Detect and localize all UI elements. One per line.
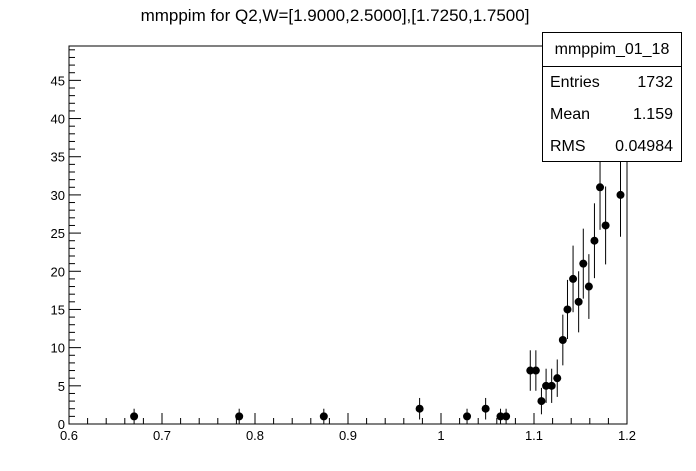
x-tick-label: 0.9 bbox=[339, 428, 357, 443]
data-point bbox=[574, 297, 583, 306]
stats-mean-value: 1.159 bbox=[632, 106, 673, 123]
stats-box: mmppim_01_18 Entries 1732 Mean 1.159 RMS… bbox=[542, 32, 682, 162]
stats-rms-value: 0.04984 bbox=[615, 138, 673, 155]
stats-row-rms: RMS 0.04984 bbox=[543, 131, 681, 163]
data-point bbox=[463, 412, 472, 421]
stats-entries-label: Entries bbox=[550, 74, 600, 91]
y-tick-label: 30 bbox=[51, 188, 65, 203]
x-tick-label: 0.7 bbox=[153, 428, 171, 443]
data-point bbox=[130, 412, 139, 421]
data-point bbox=[319, 412, 328, 421]
y-tick-label: 25 bbox=[51, 226, 65, 241]
data-point bbox=[542, 381, 551, 390]
data-point bbox=[415, 404, 424, 413]
y-tick-label: 5 bbox=[58, 379, 65, 394]
stats-row-entries: Entries 1732 bbox=[543, 67, 681, 99]
stats-histogram-name: mmppim_01_18 bbox=[543, 33, 681, 67]
data-point bbox=[558, 336, 567, 344]
data-point bbox=[526, 366, 535, 375]
data-point bbox=[553, 374, 562, 383]
data-point bbox=[547, 381, 556, 390]
data-point bbox=[616, 190, 625, 199]
x-tick-label: 1 bbox=[437, 428, 444, 443]
stats-rms-label: RMS bbox=[550, 138, 586, 155]
stats-mean-label: Mean bbox=[550, 106, 591, 123]
data-point bbox=[584, 282, 593, 291]
x-tick-label: 1.1 bbox=[525, 428, 543, 443]
x-tick-label: 1.2 bbox=[618, 428, 636, 443]
data-point bbox=[590, 236, 599, 245]
y-tick-label: 40 bbox=[51, 112, 65, 127]
data-point bbox=[537, 397, 546, 406]
data-point bbox=[569, 274, 578, 283]
data-point bbox=[579, 259, 588, 268]
x-tick-label: 0.8 bbox=[246, 428, 264, 443]
data-point bbox=[531, 366, 540, 375]
data-point bbox=[235, 412, 244, 421]
x-tick-label: 0.6 bbox=[60, 428, 78, 443]
data-point bbox=[596, 183, 605, 192]
y-tick-label: 10 bbox=[51, 341, 65, 356]
chart-title: mmppim for Q2,W=[1.9000,2.5000],[1.7250,… bbox=[140, 6, 530, 25]
y-tick-label: 20 bbox=[51, 264, 65, 279]
y-tick-label: 15 bbox=[51, 302, 65, 317]
stats-row-mean: Mean 1.159 bbox=[543, 99, 681, 131]
stats-entries-value: 1732 bbox=[637, 74, 673, 91]
y-tick-label: 35 bbox=[51, 150, 65, 165]
y-tick-label: 45 bbox=[51, 73, 65, 88]
y-tick-label: 0 bbox=[58, 417, 65, 432]
data-point bbox=[601, 221, 610, 230]
data-point bbox=[502, 412, 511, 421]
data-point bbox=[563, 305, 572, 314]
data-point bbox=[496, 412, 505, 421]
data-point bbox=[481, 404, 490, 413]
